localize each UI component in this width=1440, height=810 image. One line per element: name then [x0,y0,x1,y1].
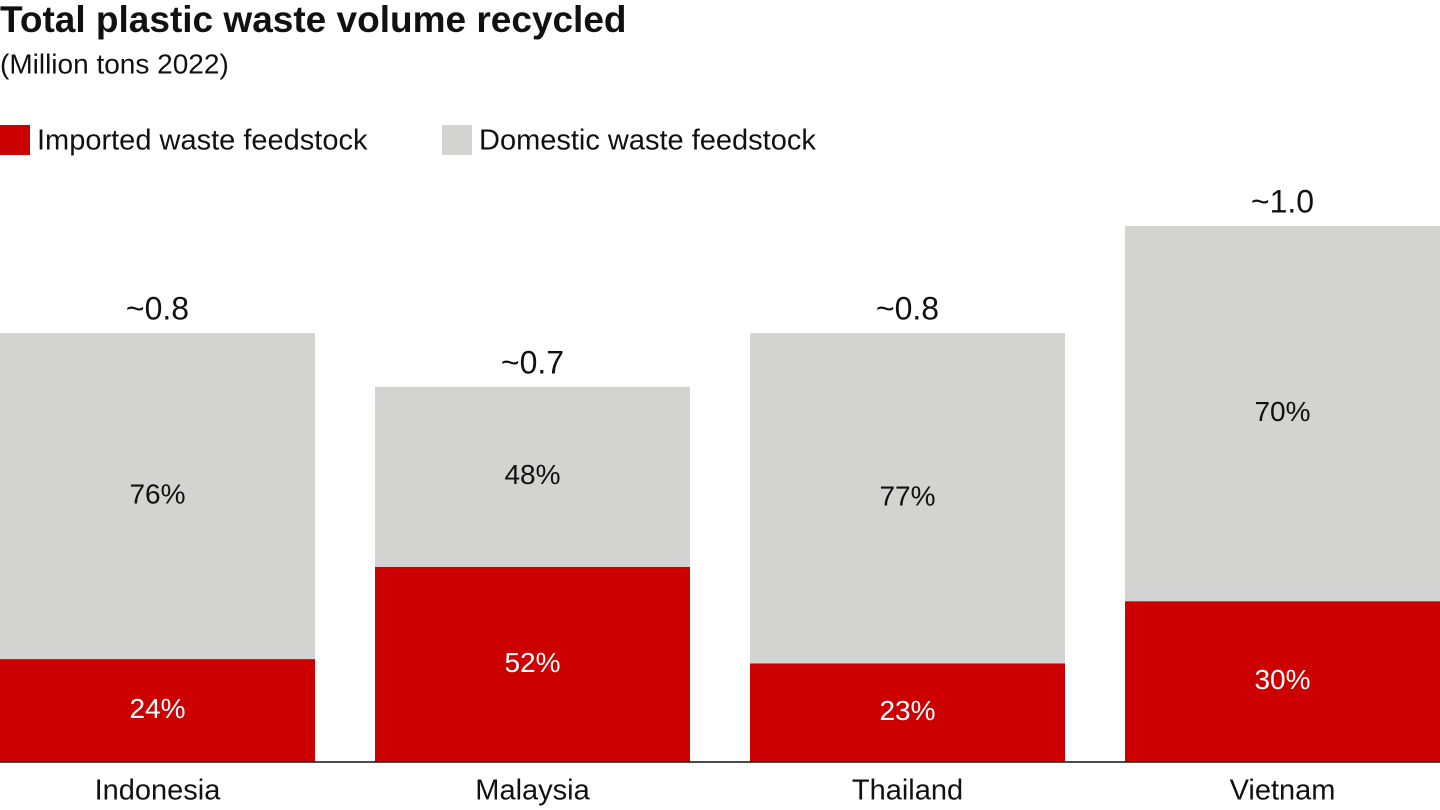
bar-segment [0,659,315,762]
total-label: ~0.8 [126,291,189,327]
x-tick-label: Thailand [852,775,963,807]
legend-label: Imported waste feedstock [37,125,368,157]
total-label: ~1.0 [1251,183,1314,219]
segment-label: 76% [129,479,185,510]
chart-title: Total plastic waste volume recycled [0,0,627,40]
x-tick-label: Vietnam [1230,775,1336,807]
bar: 30% 70% [1125,226,1440,762]
bar-segment [1125,226,1440,602]
chart-subtitle: (Million tons 2022) [0,48,229,79]
bar-segment [0,333,315,660]
bar-segment [750,333,1065,664]
legend-label: Domestic waste feedstock [479,125,816,157]
x-tick-label: Indonesia [95,775,222,807]
segment-label: 70% [1254,396,1310,427]
segment-label: 24% [129,693,185,724]
bar: 23% 77% [750,333,1065,762]
segment-label: 52% [504,647,560,678]
segment-label: 48% [504,459,560,490]
bar-segment [375,386,690,567]
segment-label: 30% [1254,664,1310,695]
segment-label: 77% [879,481,935,512]
bar-segment [1125,601,1440,762]
bar-segment [375,566,690,762]
bar: 52% 48% [375,386,690,762]
total-label: ~0.8 [876,291,939,327]
total-label: ~0.7 [501,344,564,380]
x-tick-label: Malaysia [475,775,590,807]
legend-swatch [442,125,472,155]
segment-label: 23% [879,695,935,726]
bar-segment [750,663,1065,762]
bar: 24% 76% [0,333,315,762]
legend-swatch [0,125,30,155]
